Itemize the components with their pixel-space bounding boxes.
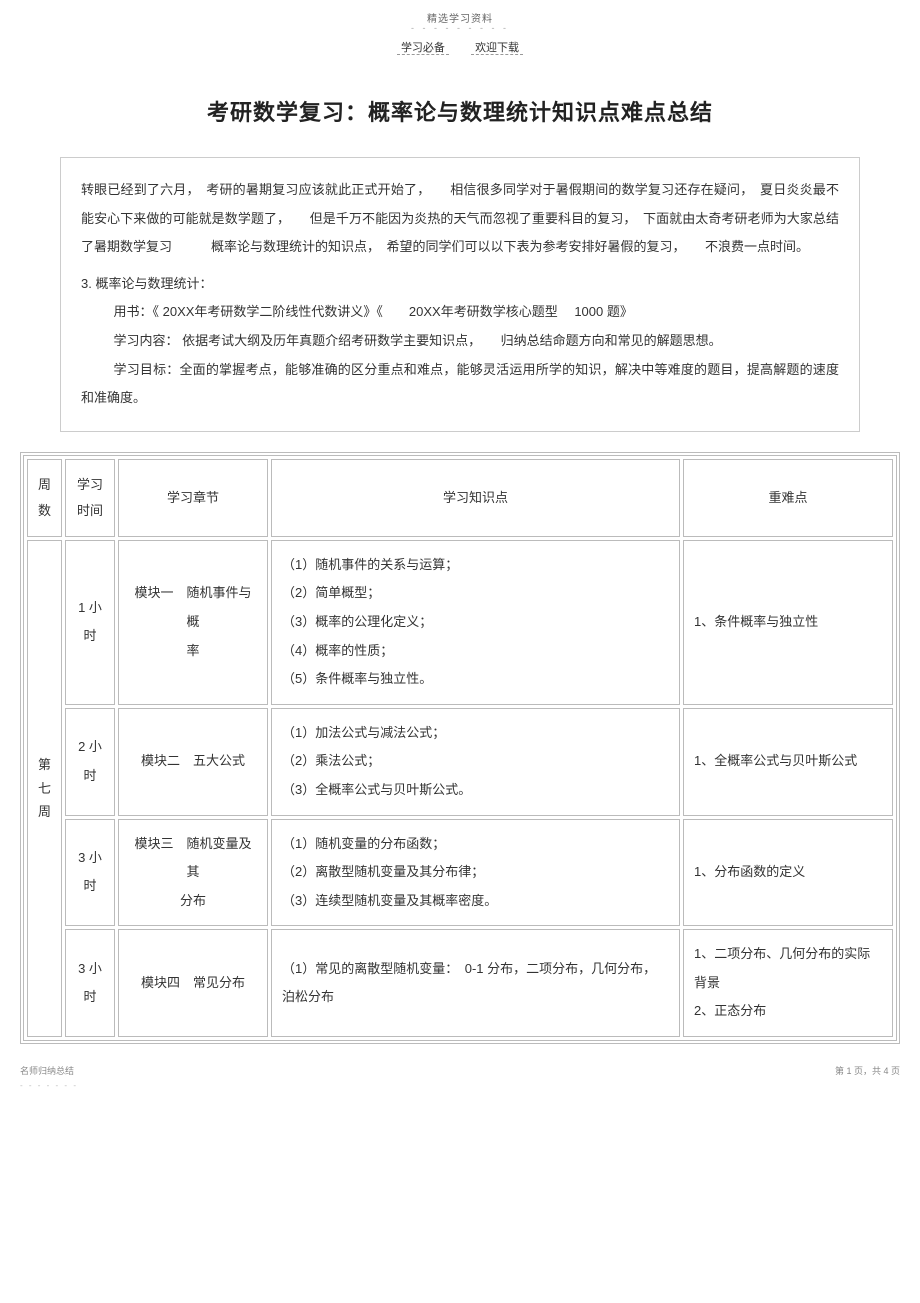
study-plan-table: 周数 学习 时间 学习章节 学习知识点 重难点 第七 周 1 小时 模块一 随机… bbox=[20, 452, 900, 1044]
week-cell: 第七 周 bbox=[27, 540, 62, 1037]
time-cell: 1 小时 bbox=[65, 540, 115, 705]
header-sub-left: 学习必备 bbox=[397, 42, 449, 55]
footer-left: 名师归纳总结 bbox=[20, 1064, 74, 1077]
knowledge-cell: （1）随机变量的分布函数； （2）离散型随机变量及其分布律； （3）连续型随机变… bbox=[271, 819, 680, 927]
knowledge-cell: （1）随机事件的关系与运算； （2）简单概型； （3）概率的公理化定义； （4）… bbox=[271, 540, 680, 705]
header-subtitle: 学习必备 欢迎下载 bbox=[0, 39, 920, 55]
header-sub-right: 欢迎下载 bbox=[471, 42, 523, 55]
footer-dashes: - - - - - - - bbox=[0, 1081, 920, 1090]
page-title: 考研数学复习：概率论与数理统计知识点难点总结 bbox=[0, 95, 920, 127]
intro-books: 用书：《 20XX年考研数学二阶线性代数讲义》《 20XX年考研数学核心题型 1… bbox=[81, 298, 839, 327]
table-header-row: 周数 学习 时间 学习章节 学习知识点 重难点 bbox=[27, 459, 893, 537]
chapter-cell: 模块一 随机事件与概 率 bbox=[118, 540, 268, 705]
time-cell: 3 小时 bbox=[65, 929, 115, 1037]
header-knowledge: 学习知识点 bbox=[271, 459, 680, 537]
chapter-cell: 模块三 随机变量及其 分布 bbox=[118, 819, 268, 927]
section-number: 3. 概率论与数理统计： bbox=[81, 270, 839, 299]
intro-box: 转眼已经到了六月， 考研的暑期复习应该就此正式开始了， 相信很多同学对于暑假期间… bbox=[60, 157, 860, 432]
header-difficulty: 重难点 bbox=[683, 459, 893, 537]
knowledge-cell: （1）常见的离散型随机变量： 0-1 分布，二项分布，几何分布，泊松分布 bbox=[271, 929, 680, 1037]
knowledge-cell: （1）加法公式与减法公式； （2）乘法公式； （3）全概率公式与贝叶斯公式。 bbox=[271, 708, 680, 816]
difficulty-cell: 1、全概率公式与贝叶斯公式 bbox=[683, 708, 893, 816]
intro-paragraph-1: 转眼已经到了六月， 考研的暑期复习应该就此正式开始了， 相信很多同学对于暑假期间… bbox=[81, 176, 839, 262]
difficulty-cell: 1、二项分布、几何分布的实际背景 2、正态分布 bbox=[683, 929, 893, 1037]
difficulty-cell: 1、分布函数的定义 bbox=[683, 819, 893, 927]
time-cell: 2 小时 bbox=[65, 708, 115, 816]
header-week: 周数 bbox=[27, 459, 62, 537]
chapter-cell: 模块二 五大公式 bbox=[118, 708, 268, 816]
time-cell: 3 小时 bbox=[65, 819, 115, 927]
page-footer: 名师归纳总结 第 1 页，共 4 页 bbox=[0, 1044, 920, 1081]
difficulty-cell: 1、条件概率与独立性 bbox=[683, 540, 893, 705]
header-chapter: 学习章节 bbox=[118, 459, 268, 537]
intro-goal: 学习目标：全面的掌握考点，能够准确的区分重点和难点，能够灵活运用所学的知识，解决… bbox=[81, 356, 839, 413]
header-time: 学习 时间 bbox=[65, 459, 115, 537]
table-row: 2 小时 模块二 五大公式 （1）加法公式与减法公式； （2）乘法公式； （3）… bbox=[27, 708, 893, 816]
table-row: 3 小时 模块三 随机变量及其 分布 （1）随机变量的分布函数； （2）离散型随… bbox=[27, 819, 893, 927]
table-row: 3 小时 模块四 常见分布 （1）常见的离散型随机变量： 0-1 分布，二项分布… bbox=[27, 929, 893, 1037]
header-note: 精选学习资料 bbox=[0, 0, 920, 25]
chapter-cell: 模块四 常见分布 bbox=[118, 929, 268, 1037]
footer-right: 第 1 页，共 4 页 bbox=[835, 1064, 900, 1077]
intro-content: 学习内容： 依据考试大纲及历年真题介绍考研数学主要知识点， 归纳总结命题方向和常… bbox=[81, 327, 839, 356]
header-dashes: - - - - - - - - - bbox=[0, 23, 920, 33]
table-row: 第七 周 1 小时 模块一 随机事件与概 率 （1）随机事件的关系与运算； （2… bbox=[27, 540, 893, 705]
